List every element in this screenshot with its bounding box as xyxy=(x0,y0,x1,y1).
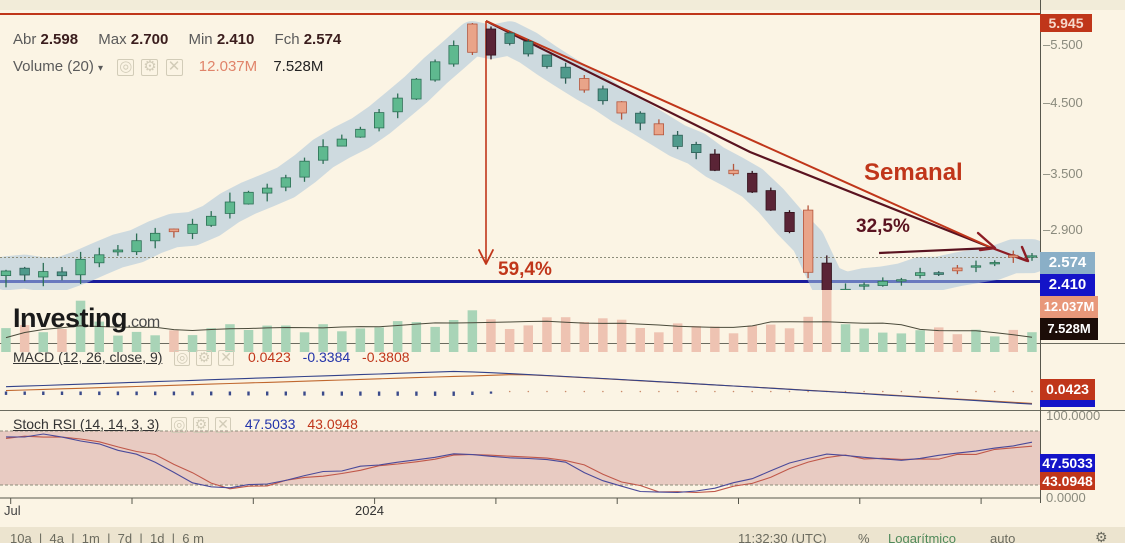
svg-text:59,4%: 59,4% xyxy=(498,259,552,280)
svg-text:Semanal: Semanal xyxy=(864,159,963,186)
svg-text:32,5%: 32,5% xyxy=(856,216,910,237)
